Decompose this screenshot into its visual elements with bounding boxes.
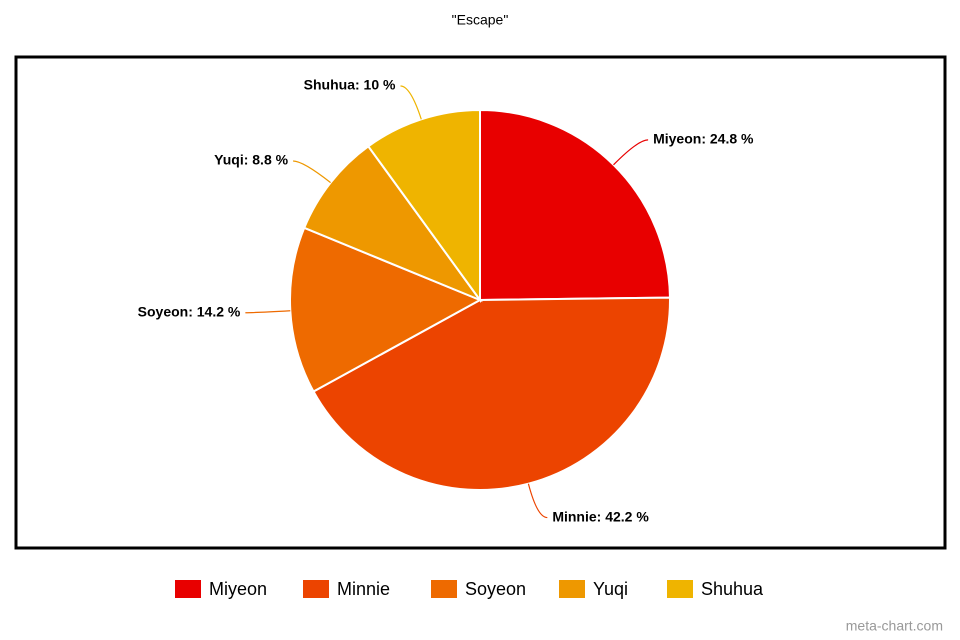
legend-label: Shuhua (701, 579, 764, 599)
legend-swatch (431, 580, 457, 598)
leader-line (245, 310, 291, 314)
data-label: Miyeon: 24.8 % (653, 131, 754, 147)
legend-label: Soyeon (465, 579, 526, 599)
data-label: Soyeon: 14.2 % (138, 303, 241, 319)
pie-slice (366, 108, 481, 304)
legend-swatch (559, 580, 585, 598)
leader-line (527, 483, 548, 519)
legend-swatch (175, 580, 201, 598)
data-label: Shuhua: 10 % (304, 77, 396, 93)
plot-frame (14, 55, 947, 550)
pie-slice (289, 226, 483, 393)
leader-line (293, 160, 331, 184)
pie-slice (312, 296, 671, 491)
legend-label: Minnie (337, 579, 390, 599)
legend-label: Miyeon (209, 579, 267, 599)
leader-line (613, 139, 649, 166)
watermark: meta-chart.com (846, 618, 943, 634)
data-label: Yuqi: 8.8 % (214, 152, 288, 168)
chart-title: "Escape" (452, 12, 509, 28)
leader-line (400, 85, 422, 120)
legend-swatch (303, 580, 329, 598)
legend-label: Yuqi (593, 579, 628, 599)
legend-swatch (667, 580, 693, 598)
data-label: Minnie: 42.2 % (552, 508, 649, 524)
